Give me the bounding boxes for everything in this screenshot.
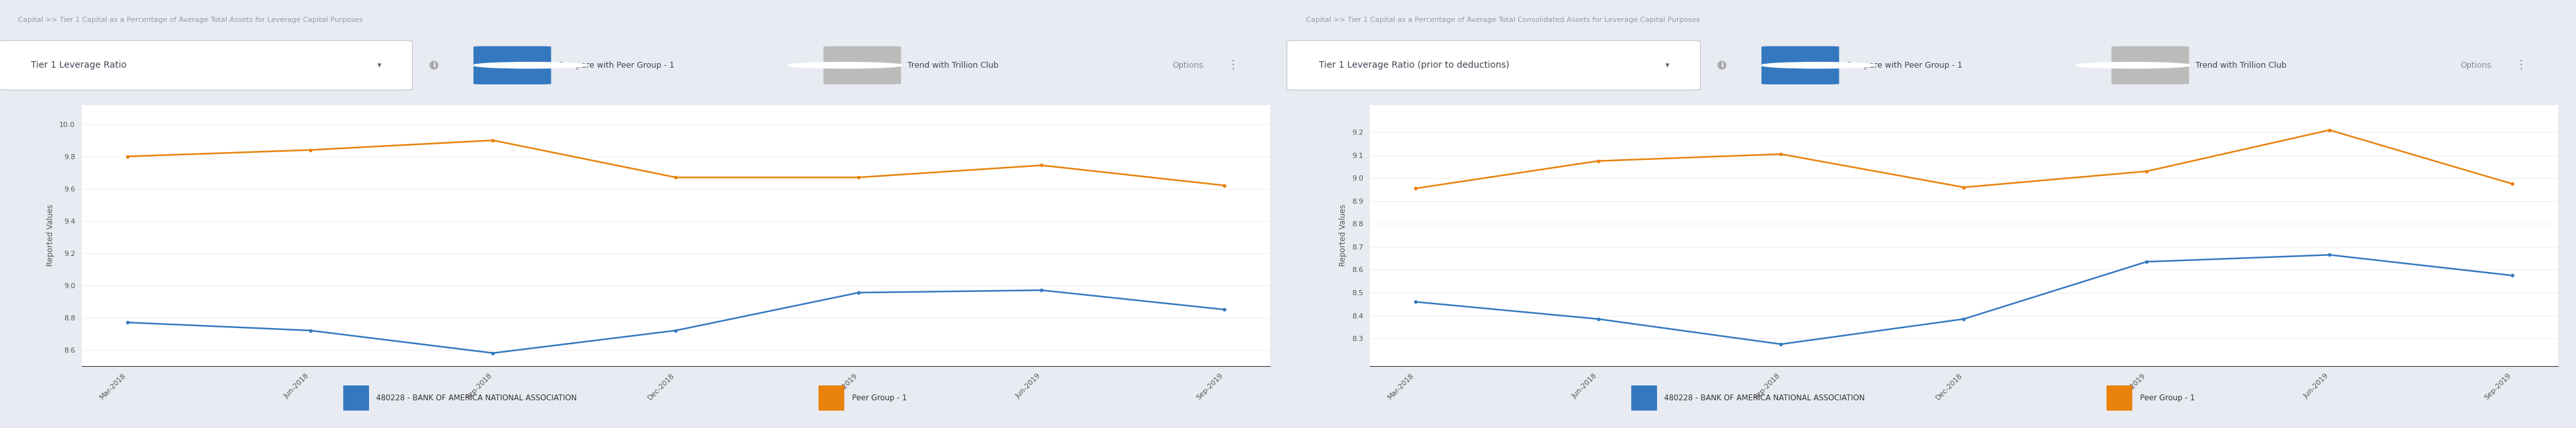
- Text: Compare with Peer Group - 1: Compare with Peer Group - 1: [556, 61, 675, 69]
- Text: Tier 1 Leverage Ratio: Tier 1 Leverage Ratio: [31, 61, 126, 70]
- Circle shape: [474, 62, 587, 68]
- Bar: [343, 385, 368, 411]
- Bar: [819, 385, 845, 411]
- FancyBboxPatch shape: [474, 46, 551, 84]
- Bar: [1631, 385, 1656, 411]
- FancyBboxPatch shape: [824, 46, 902, 84]
- Text: 480228 - BANK OF AMERICA NATIONAL ASSOCIATION: 480228 - BANK OF AMERICA NATIONAL ASSOCI…: [376, 394, 577, 402]
- Text: ⋮: ⋮: [1226, 59, 1239, 71]
- FancyBboxPatch shape: [1762, 46, 1839, 84]
- Text: Peer Group - 1: Peer Group - 1: [853, 394, 907, 402]
- Text: Trend with Trillion Club: Trend with Trillion Club: [907, 61, 999, 69]
- Text: ▾: ▾: [376, 61, 381, 69]
- Circle shape: [788, 62, 902, 68]
- Text: ●: ●: [1718, 59, 1726, 71]
- Text: Capital >> Tier 1 Capital as a Percentage of Average Total Consolidated Assets f: Capital >> Tier 1 Capital as a Percentag…: [1306, 17, 1700, 23]
- Text: ▾: ▾: [1664, 61, 1669, 69]
- Text: 480228 - BANK OF AMERICA NATIONAL ASSOCIATION: 480228 - BANK OF AMERICA NATIONAL ASSOCI…: [1664, 394, 1865, 402]
- Text: Compare with Peer Group - 1: Compare with Peer Group - 1: [1844, 61, 1963, 69]
- Y-axis label: Reported Values: Reported Values: [1340, 204, 1347, 267]
- Text: Peer Group - 1: Peer Group - 1: [2141, 394, 2195, 402]
- FancyBboxPatch shape: [1288, 40, 1700, 90]
- FancyBboxPatch shape: [0, 40, 412, 90]
- Text: Capital >> Tier 1 Capital as a Percentage of Average Total Assets for Leverage C: Capital >> Tier 1 Capital as a Percentag…: [18, 17, 363, 23]
- Y-axis label: Reported Values: Reported Values: [46, 204, 54, 267]
- Bar: [2107, 385, 2133, 411]
- Circle shape: [2076, 62, 2190, 68]
- Text: Trend with Trillion Club: Trend with Trillion Club: [2195, 61, 2287, 69]
- Text: Options: Options: [1172, 61, 1203, 69]
- Text: ⋮: ⋮: [2514, 59, 2527, 71]
- Text: ●: ●: [430, 59, 438, 71]
- Text: Options: Options: [2460, 61, 2491, 69]
- Circle shape: [1762, 62, 1875, 68]
- FancyBboxPatch shape: [2112, 46, 2190, 84]
- Text: Tier 1 Leverage Ratio (prior to deductions): Tier 1 Leverage Ratio (prior to deductio…: [1319, 61, 1510, 70]
